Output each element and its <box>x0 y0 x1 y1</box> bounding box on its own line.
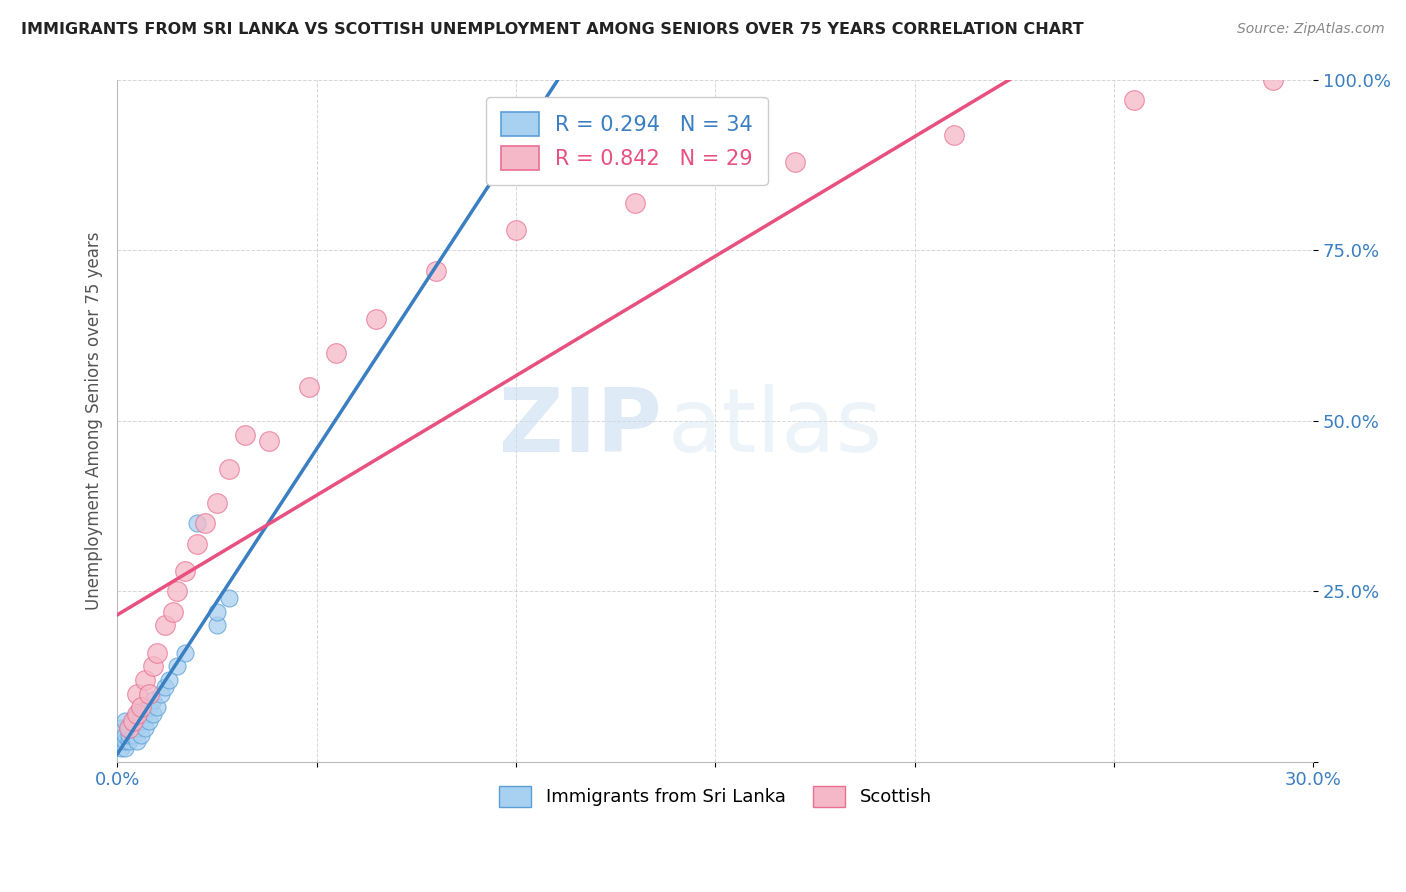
Point <box>118 727 141 741</box>
Point <box>218 461 240 475</box>
Point <box>1263 73 1285 87</box>
Point <box>205 618 228 632</box>
Point <box>624 195 647 210</box>
Point <box>297 380 319 394</box>
Text: atlas: atlas <box>668 384 883 471</box>
Point <box>134 721 156 735</box>
Point <box>366 311 388 326</box>
Point <box>129 707 152 722</box>
Point <box>150 687 173 701</box>
Point <box>129 727 152 741</box>
Point <box>127 707 149 722</box>
Point <box>205 605 228 619</box>
Point <box>505 223 527 237</box>
Point <box>218 591 240 606</box>
Point <box>142 693 165 707</box>
Point <box>157 673 180 687</box>
Point <box>127 721 149 735</box>
Point <box>114 714 136 728</box>
Point <box>138 700 160 714</box>
Point <box>146 646 169 660</box>
Point <box>138 687 160 701</box>
Point <box>146 700 169 714</box>
Point <box>153 618 176 632</box>
Point <box>110 721 132 735</box>
Point <box>174 646 197 660</box>
Point <box>122 714 145 728</box>
Point <box>134 673 156 687</box>
Point <box>110 741 132 756</box>
Point <box>110 734 132 748</box>
Point <box>783 154 806 169</box>
Point <box>257 434 280 449</box>
Point <box>127 707 149 722</box>
Point <box>127 734 149 748</box>
Point <box>943 128 966 142</box>
Legend: Immigrants from Sri Lanka, Scottish: Immigrants from Sri Lanka, Scottish <box>492 779 939 814</box>
Point <box>153 680 176 694</box>
Y-axis label: Unemployment Among Seniors over 75 years: Unemployment Among Seniors over 75 years <box>86 232 103 610</box>
Point <box>186 516 208 530</box>
Point <box>134 707 156 722</box>
Point <box>114 741 136 756</box>
Point <box>129 700 152 714</box>
Point <box>142 707 165 722</box>
Point <box>114 734 136 748</box>
Point <box>122 727 145 741</box>
Point <box>127 687 149 701</box>
Text: ZIP: ZIP <box>499 384 661 471</box>
Point <box>142 659 165 673</box>
Point <box>118 721 141 735</box>
Point <box>166 659 188 673</box>
Point <box>425 264 447 278</box>
Point <box>194 516 217 530</box>
Point <box>129 714 152 728</box>
Point <box>166 584 188 599</box>
Point <box>325 345 347 359</box>
Point <box>162 605 184 619</box>
Point <box>1122 94 1144 108</box>
Point <box>205 496 228 510</box>
Point <box>174 564 197 578</box>
Point <box>186 536 208 550</box>
Point <box>122 714 145 728</box>
Point <box>118 734 141 748</box>
Point <box>138 714 160 728</box>
Text: IMMIGRANTS FROM SRI LANKA VS SCOTTISH UNEMPLOYMENT AMONG SENIORS OVER 75 YEARS C: IMMIGRANTS FROM SRI LANKA VS SCOTTISH UN… <box>21 22 1084 37</box>
Point <box>118 721 141 735</box>
Text: Source: ZipAtlas.com: Source: ZipAtlas.com <box>1237 22 1385 37</box>
Point <box>233 427 256 442</box>
Point <box>114 727 136 741</box>
